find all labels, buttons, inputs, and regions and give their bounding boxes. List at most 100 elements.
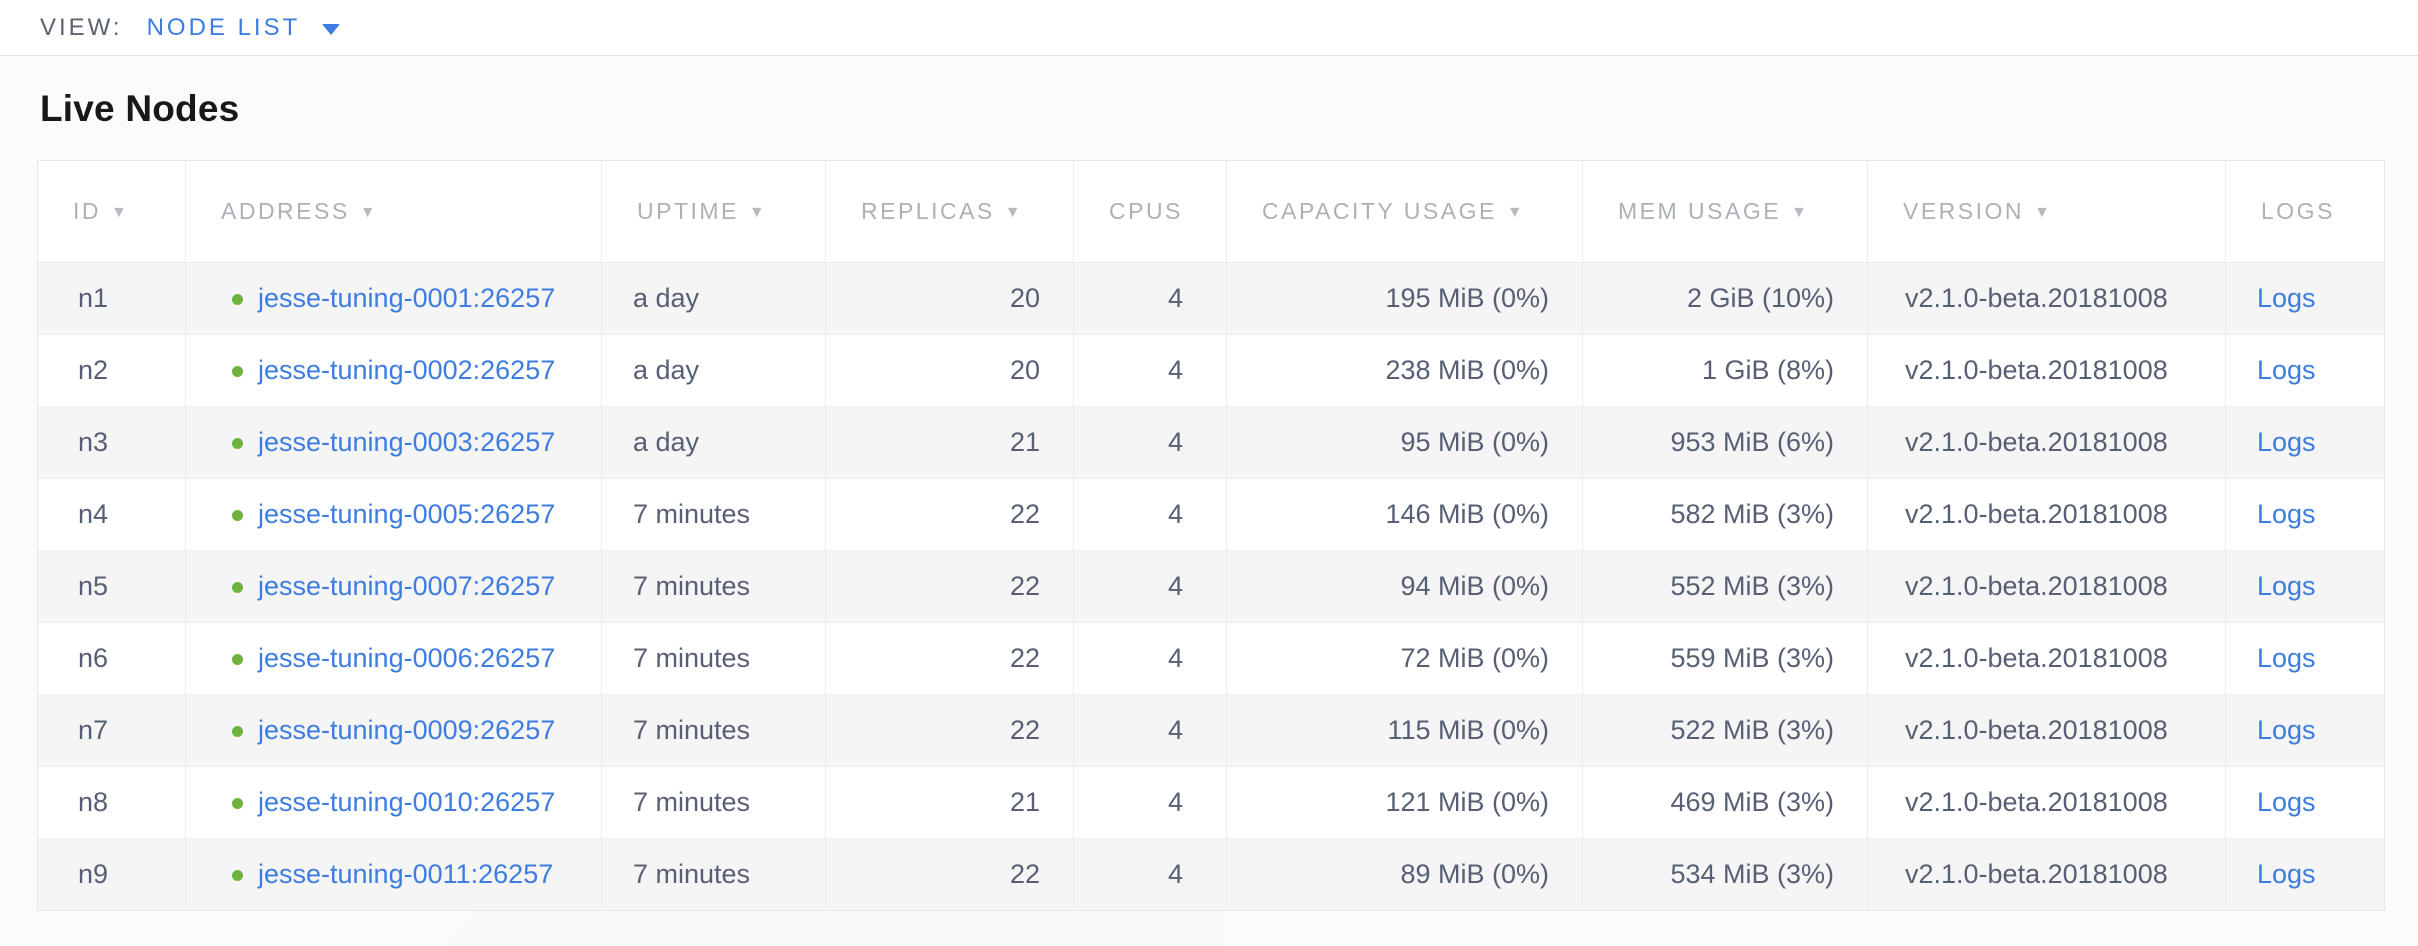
address-link[interactable]: jesse-tuning-0009:26257 <box>258 715 556 745</box>
table-row: n4 jesse-tuning-0005:26257 7 minutes 22 4 146… <box>37 478 2385 551</box>
logs-link[interactable]: Logs <box>2257 499 2316 529</box>
cpus-cell: 4 <box>1073 766 1227 839</box>
chevron-down-icon <box>322 23 341 35</box>
address-link[interactable]: jesse-tuning-0007:26257 <box>258 571 556 601</box>
logs-cell: Logs <box>2225 838 2385 911</box>
cpus-cell: 4 <box>1073 838 1227 911</box>
address-cell: jesse-tuning-0006:26257 <box>185 622 602 695</box>
id-cell: n2 <box>37 334 186 407</box>
replicas-cell: 22 <box>825 622 1074 695</box>
cpus-cell: 4 <box>1073 622 1227 695</box>
column-header-replicas[interactable]: REPLICAS ▼ <box>825 160 1074 263</box>
logs-cell: Logs <box>2225 766 2385 839</box>
column-header-cpus: CPUS <box>1073 160 1227 263</box>
cpus-cell: 4 <box>1073 694 1227 767</box>
mem-cell: 469 MiB (3%) <box>1582 766 1868 839</box>
logs-link[interactable]: Logs <box>2257 787 2316 817</box>
column-label: CAPACITY USAGE <box>1262 198 1497 224</box>
replicas-cell: 20 <box>825 334 1074 407</box>
logs-link[interactable]: Logs <box>2257 283 2316 313</box>
address-link[interactable]: jesse-tuning-0010:26257 <box>258 787 556 817</box>
address-cell: jesse-tuning-0009:26257 <box>185 694 602 767</box>
page-title: Live Nodes <box>40 88 240 129</box>
column-header-mem[interactable]: MEM USAGE ▼ <box>1582 160 1868 263</box>
column-label: LOGS <box>2261 198 2335 224</box>
live-nodes-table: ID ▼ ADDRESS ▼ UPTIME ▼ REPLICAS ▼ CPUS CAPACITY … <box>37 160 2385 911</box>
uptime-cell: 7 minutes <box>601 766 826 839</box>
logs-cell: Logs <box>2225 694 2385 767</box>
capacity-cell: 115 MiB (0%) <box>1226 694 1583 767</box>
table-row: n8 jesse-tuning-0010:26257 7 minutes 21 4 121… <box>37 766 2385 839</box>
version-cell: v2.1.0-beta.20181008 <box>1867 406 2226 479</box>
mem-cell: 2 GiB (10%) <box>1582 262 1868 335</box>
id-cell: n8 <box>37 766 186 839</box>
address-cell: jesse-tuning-0011:26257 <box>185 838 602 911</box>
node-status-dot-icon <box>232 510 243 521</box>
view-selected-value: NODE LIST <box>146 13 301 41</box>
column-header-version[interactable]: VERSION ▼ <box>1867 160 2226 263</box>
version-cell: v2.1.0-beta.20181008 <box>1867 838 2226 911</box>
column-label: ID <box>73 198 101 224</box>
table-row: n1 jesse-tuning-0001:26257 a day 20 4 195 MiB… <box>37 262 2385 335</box>
capacity-cell: 72 MiB (0%) <box>1226 622 1583 695</box>
id-cell: n5 <box>37 550 186 623</box>
address-link[interactable]: jesse-tuning-0003:26257 <box>258 427 556 457</box>
address-cell: jesse-tuning-0003:26257 <box>185 406 602 479</box>
uptime-cell: a day <box>601 334 826 407</box>
version-cell: v2.1.0-beta.20181008 <box>1867 262 2226 335</box>
bottom-shadow-artifact <box>445 911 1225 945</box>
logs-cell: Logs <box>2225 334 2385 407</box>
logs-link[interactable]: Logs <box>2257 571 2316 601</box>
column-header-capacity[interactable]: CAPACITY USAGE ▼ <box>1226 160 1583 263</box>
logs-link[interactable]: Logs <box>2257 355 2316 385</box>
id-cell: n6 <box>37 622 186 695</box>
replicas-cell: 20 <box>825 262 1074 335</box>
address-cell: jesse-tuning-0010:26257 <box>185 766 602 839</box>
node-status-dot-icon <box>232 438 243 449</box>
address-link[interactable]: jesse-tuning-0006:26257 <box>258 643 556 673</box>
table-row: n2 jesse-tuning-0002:26257 a day 20 4 238 MiB… <box>37 334 2385 407</box>
capacity-cell: 95 MiB (0%) <box>1226 406 1583 479</box>
id-cell: n4 <box>37 478 186 551</box>
column-label: REPLICAS <box>861 198 995 224</box>
logs-link[interactable]: Logs <box>2257 715 2316 745</box>
node-status-dot-icon <box>232 870 243 881</box>
column-label: ADDRESS <box>221 198 350 224</box>
mem-cell: 559 MiB (3%) <box>1582 622 1868 695</box>
column-header-uptime[interactable]: UPTIME ▼ <box>601 160 826 263</box>
capacity-cell: 94 MiB (0%) <box>1226 550 1583 623</box>
logs-link[interactable]: Logs <box>2257 643 2316 673</box>
address-link[interactable]: jesse-tuning-0011:26257 <box>258 859 554 889</box>
replicas-cell: 21 <box>825 766 1074 839</box>
address-link[interactable]: jesse-tuning-0005:26257 <box>258 499 556 529</box>
version-cell: v2.1.0-beta.20181008 <box>1867 550 2226 623</box>
column-label: MEM USAGE <box>1618 198 1782 224</box>
column-header-address[interactable]: ADDRESS ▼ <box>185 160 602 263</box>
logs-cell: Logs <box>2225 478 2385 551</box>
logs-link[interactable]: Logs <box>2257 427 2316 457</box>
address-link[interactable]: jesse-tuning-0001:26257 <box>258 283 556 313</box>
address-cell: jesse-tuning-0007:26257 <box>185 550 602 623</box>
address-link[interactable]: jesse-tuning-0002:26257 <box>258 355 556 385</box>
uptime-cell: 7 minutes <box>601 838 826 911</box>
node-status-dot-icon <box>232 582 243 593</box>
column-label: UPTIME <box>637 198 739 224</box>
id-cell: n3 <box>37 406 186 479</box>
logs-link[interactable]: Logs <box>2257 859 2316 889</box>
cpus-cell: 4 <box>1073 478 1227 551</box>
column-header-id[interactable]: ID ▼ <box>37 160 186 263</box>
view-toolbar: VIEW: NODE LIST <box>0 0 2418 56</box>
logs-cell: Logs <box>2225 550 2385 623</box>
cpus-cell: 4 <box>1073 334 1227 407</box>
view-selector-dropdown[interactable]: NODE LIST <box>147 14 341 42</box>
node-status-dot-icon <box>232 366 243 377</box>
capacity-cell: 238 MiB (0%) <box>1226 334 1583 407</box>
replicas-cell: 22 <box>825 550 1074 623</box>
logs-cell: Logs <box>2225 406 2385 479</box>
version-cell: v2.1.0-beta.20181008 <box>1867 766 2226 839</box>
replicas-cell: 22 <box>825 478 1074 551</box>
address-cell: jesse-tuning-0005:26257 <box>185 478 602 551</box>
version-cell: v2.1.0-beta.20181008 <box>1867 694 2226 767</box>
table-body: n1 jesse-tuning-0001:26257 a day 20 4 195 MiB… <box>37 262 2385 911</box>
sort-desc-icon: ▼ <box>1791 204 1810 221</box>
